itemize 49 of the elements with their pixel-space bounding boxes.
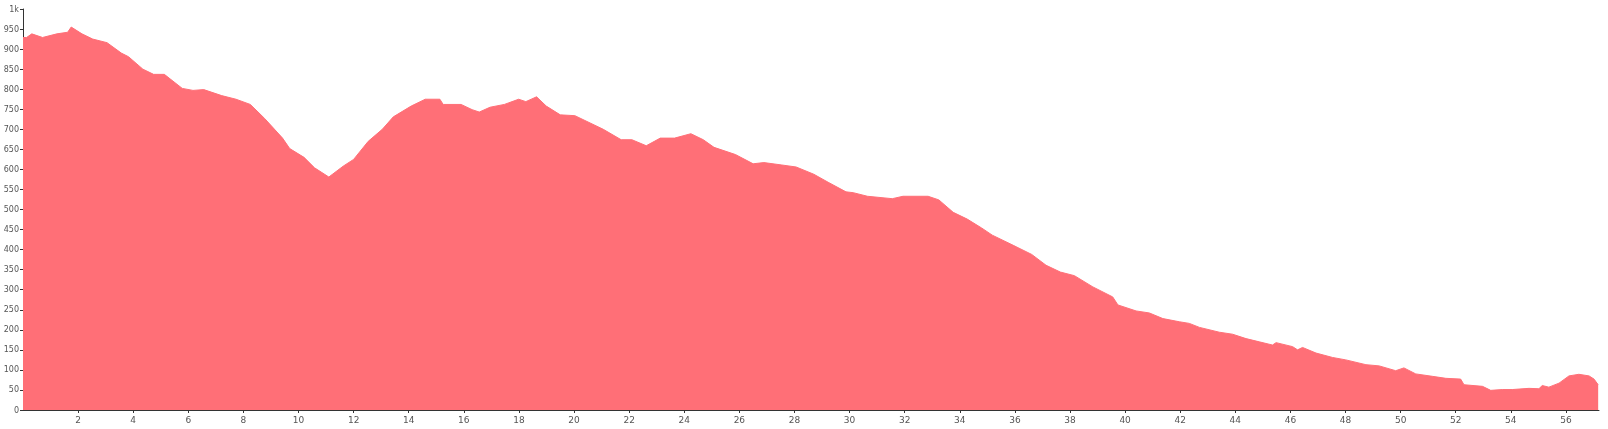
x-tick-label: 44 [1229,414,1242,425]
y-tick-label: 400 [3,245,19,255]
x-tick-label: 42 [1174,414,1186,425]
x-tick-label: 54 [1505,414,1517,425]
x-tick-label: 56 [1560,414,1572,425]
x-tick-label: 4 [130,414,137,425]
y-tick-label: 150 [3,345,19,355]
x-tick-label: 18 [513,414,525,425]
x-tick-label: 16 [458,414,470,425]
x-tick-label: 22 [623,414,635,425]
x-tick-label: 38 [1064,414,1076,425]
x-tick-label: 6 [185,414,192,425]
x-tick-label: 2 [75,414,81,425]
y-tick-label: 200 [3,325,19,335]
x-tick-label: 48 [1339,414,1352,425]
y-tick-label: 950 [3,24,19,34]
x-tick-label: 10 [292,414,305,425]
y-tick-label: 550 [3,184,19,194]
y-tick-label: 600 [3,164,19,174]
y-tick-label: 50 [8,385,19,395]
y-tick-label: 650 [3,144,19,154]
x-tick-label: 32 [898,414,911,425]
x-tick-label: 30 [843,414,856,425]
y-tick-label: 450 [3,225,19,235]
x-tick-label: 40 [1119,414,1132,425]
x-tick-label: 14 [403,414,415,425]
y-tick-label: 850 [3,64,19,74]
x-tick-label: 34 [954,414,966,425]
x-tick-label: 28 [788,414,801,425]
x-tick-label: 12 [347,414,360,425]
x-tick-label: 26 [733,414,746,425]
y-tick-label: 700 [3,124,19,134]
y-tick-label: 350 [3,265,19,275]
x-tick-label: 52 [1450,414,1462,425]
y-tick-label: 750 [3,104,19,114]
y-tick-label: 100 [3,365,19,375]
y-tick-label: 0 [13,405,19,415]
x-tick-label: 46 [1284,414,1297,425]
y-tick-label: 900 [3,44,19,54]
x-tick-label: 8 [240,414,247,425]
y-tick-label: 1k [9,4,20,14]
y-tick-label: 300 [3,285,19,295]
y-tick-label: 250 [3,305,19,315]
x-tick-label: 50 [1394,414,1407,425]
x-tick-label: 36 [1009,414,1021,425]
x-tick-label: 24 [678,414,691,425]
x-tick-label: 20 [568,414,581,425]
y-tick-label: 800 [3,84,19,94]
y-tick-label: 500 [3,205,19,214]
